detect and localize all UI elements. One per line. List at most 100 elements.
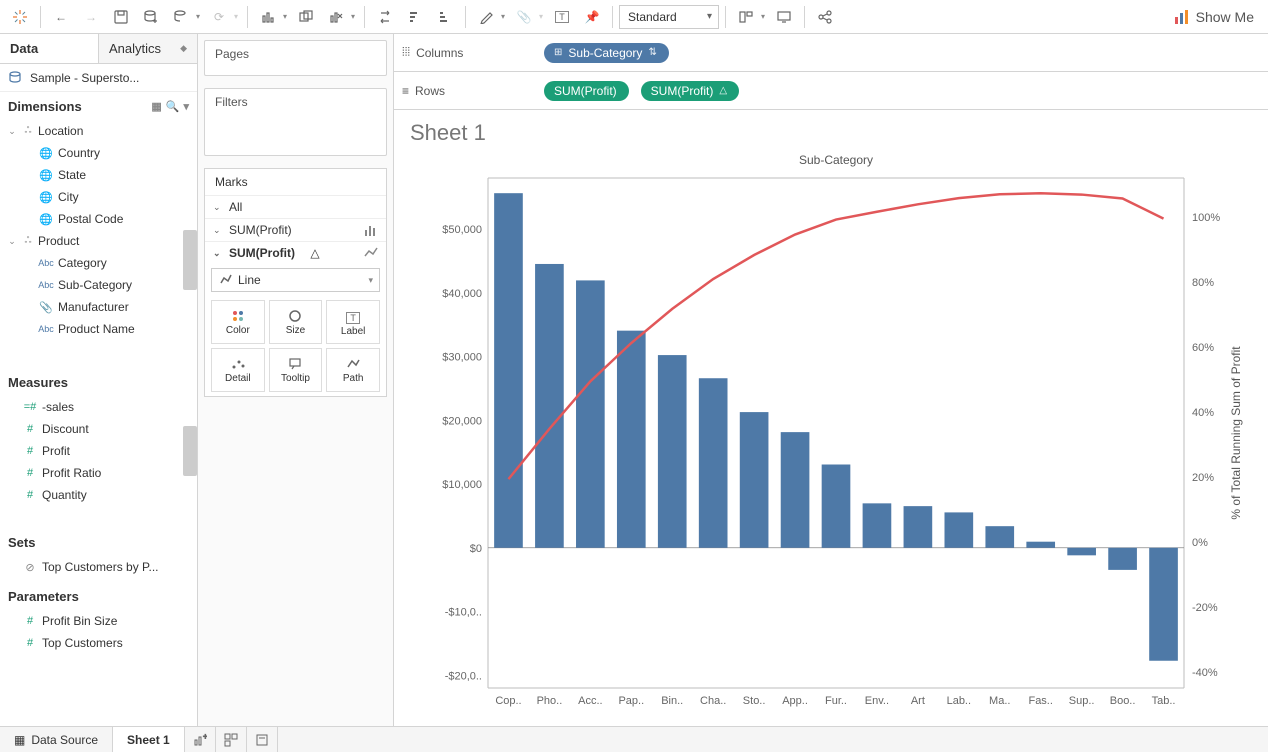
sheet-tab[interactable]: Sheet 1: [113, 727, 185, 752]
marks-detail[interactable]: Detail: [211, 348, 265, 392]
line-icon: [220, 274, 232, 286]
svg-text:$40,000: $40,000: [442, 288, 482, 300]
scrollbar-thumb[interactable]: [183, 230, 197, 290]
columns-shelf[interactable]: ⦙⦙⦙Columns ⊞Sub-Category⇅: [394, 34, 1268, 72]
dropdown-icon[interactable]: ▾: [193, 12, 203, 21]
marks-label[interactable]: TLabel: [326, 300, 380, 344]
tree-item[interactable]: #Top Customers: [0, 632, 197, 654]
tree-item[interactable]: #Quantity: [0, 484, 197, 506]
svg-text:Sto..: Sto..: [743, 695, 766, 707]
dropdown-icon[interactable]: ▾: [231, 12, 241, 21]
svg-text:+: +: [203, 733, 207, 741]
marks-all[interactable]: ⌄All: [205, 195, 386, 218]
pin-icon[interactable]: 📌: [578, 4, 606, 30]
scrollbar-thumb[interactable]: [183, 426, 197, 476]
tableau-logo-icon[interactable]: [6, 4, 34, 30]
tree-item[interactable]: AbcCategory: [0, 252, 197, 274]
measures-header: Measures: [0, 368, 197, 396]
svg-text:Pho..: Pho..: [537, 695, 563, 707]
marks-size[interactable]: Size: [269, 300, 323, 344]
new-story-icon[interactable]: [247, 727, 278, 752]
tree-item[interactable]: AbcProduct Name: [0, 318, 197, 340]
dropdown-icon[interactable]: ▾: [280, 12, 290, 21]
pages-shelf[interactable]: Pages: [204, 40, 387, 76]
rows-shelf[interactable]: ≡Rows SUM(Profit) SUM(Profit)△: [394, 72, 1268, 110]
show-cards-icon[interactable]: [732, 4, 760, 30]
svg-text:Boo..: Boo..: [1110, 695, 1136, 707]
filters-shelf[interactable]: Filters: [204, 88, 387, 156]
svg-text:Tab..: Tab..: [1152, 695, 1176, 707]
tree-group[interactable]: ⌄ஃProduct: [0, 230, 197, 252]
dimensions-tree: ⌄ஃLocation🌐Country🌐State🌐City🌐Postal Cod…: [0, 120, 197, 368]
highlight-icon[interactable]: [472, 4, 500, 30]
tree-item[interactable]: 🌐City: [0, 186, 197, 208]
new-datasource-icon[interactable]: [137, 4, 165, 30]
new-dashboard-icon[interactable]: [216, 727, 247, 752]
svg-text:Cop..: Cop..: [495, 695, 521, 707]
datasource-row[interactable]: Sample - Supersto...: [0, 64, 197, 92]
tree-group[interactable]: ⌄ஃLocation: [0, 120, 197, 142]
rows-pill-2[interactable]: SUM(Profit)△: [641, 81, 739, 101]
tree-item[interactable]: ⊘Top Customers by P...: [0, 556, 197, 578]
marks-layer-2[interactable]: ⌄SUM(Profit) △: [205, 241, 386, 264]
sets-tree: ⊘Top Customers by P...: [0, 556, 197, 582]
marks-header: Marks: [205, 169, 386, 195]
marks-color[interactable]: Color: [211, 300, 265, 344]
fit-select[interactable]: Standard: [619, 5, 719, 29]
tree-item[interactable]: #Profit: [0, 440, 197, 462]
rows-pill-1[interactable]: SUM(Profit): [544, 81, 629, 101]
swap-icon[interactable]: [371, 4, 399, 30]
tree-item[interactable]: =#-sales: [0, 396, 197, 418]
dropdown-icon[interactable]: ▾: [758, 12, 768, 21]
dropdown-icon[interactable]: ▾: [498, 12, 508, 21]
tree-item[interactable]: 🌐State: [0, 164, 197, 186]
marks-layer-1[interactable]: ⌄SUM(Profit): [205, 218, 386, 241]
sheet-title[interactable]: Sheet 1: [410, 120, 1252, 146]
dropdown-icon[interactable]: ▾: [536, 12, 546, 21]
label-icon[interactable]: T: [548, 4, 576, 30]
group-icon[interactable]: 📎: [510, 4, 538, 30]
columns-pill[interactable]: ⊞Sub-Category⇅: [544, 43, 669, 63]
tree-item[interactable]: 🌐Postal Code: [0, 208, 197, 230]
mark-type-select[interactable]: Line: [211, 268, 380, 292]
tree-item[interactable]: 📎Manufacturer: [0, 296, 197, 318]
svg-text:$30,000: $30,000: [442, 352, 482, 364]
parameters-tree: #Profit Bin Size#Top Customers: [0, 610, 197, 726]
forward-icon[interactable]: →: [77, 4, 105, 30]
marks-tooltip[interactable]: Tooltip: [269, 348, 323, 392]
svg-text:Pap..: Pap..: [618, 695, 644, 707]
tree-item[interactable]: #Discount: [0, 418, 197, 440]
back-icon[interactable]: ←: [47, 4, 75, 30]
duplicate-icon[interactable]: [292, 4, 320, 30]
new-worksheet-icon[interactable]: [254, 4, 282, 30]
datasource-tab[interactable]: ▦Data Source: [0, 727, 113, 752]
search-icon[interactable]: 🔍: [166, 100, 180, 113]
save-icon[interactable]: [107, 4, 135, 30]
show-me-button[interactable]: Show Me: [1166, 9, 1262, 25]
tree-item[interactable]: #Profit Ratio: [0, 462, 197, 484]
clear-icon[interactable]: [322, 4, 350, 30]
tab-analytics[interactable]: Analytics◆: [98, 34, 197, 63]
new-sheet-icon[interactable]: +: [185, 727, 216, 752]
autoupdate-icon[interactable]: [167, 4, 195, 30]
presentation-icon[interactable]: [770, 4, 798, 30]
bar-icon: [364, 224, 378, 236]
view-icon[interactable]: ▦: [151, 100, 161, 113]
dropdown-icon[interactable]: ▾: [348, 12, 358, 21]
tab-data[interactable]: Data: [0, 34, 98, 63]
tree-item[interactable]: AbcSub-Category: [0, 274, 197, 296]
show-me-label: Show Me: [1196, 9, 1254, 25]
svg-text:Fur..: Fur..: [825, 695, 847, 707]
refresh-icon[interactable]: ⟳: [205, 4, 233, 30]
tree-item[interactable]: 🌐Country: [0, 142, 197, 164]
sort-asc-icon[interactable]: [401, 4, 429, 30]
tree-item[interactable]: #Profit Bin Size: [0, 610, 197, 632]
svg-text:$0: $0: [470, 543, 482, 555]
svg-text:Env..: Env..: [865, 695, 889, 707]
sort-desc-icon[interactable]: [431, 4, 459, 30]
marks-path[interactable]: Path: [326, 348, 380, 392]
share-icon[interactable]: [811, 4, 839, 30]
pareto-chart[interactable]: Sub-Category-$20,0..-$10,0..$0$10,000$20…: [410, 150, 1252, 718]
plus-icon: ⊞: [554, 47, 562, 58]
menu-icon[interactable]: ▾: [183, 100, 189, 113]
